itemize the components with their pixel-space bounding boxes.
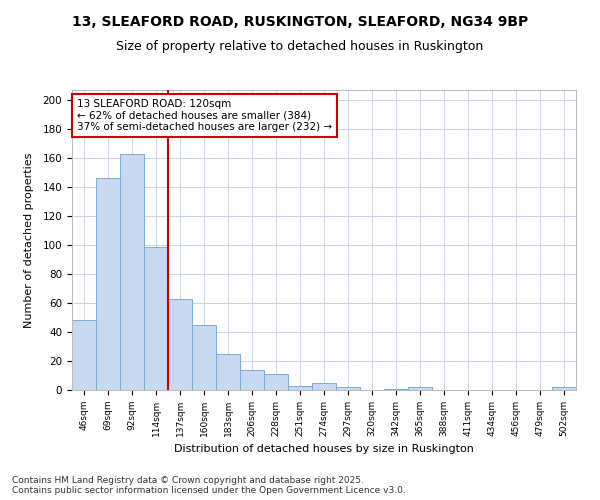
Y-axis label: Number of detached properties: Number of detached properties <box>24 152 34 328</box>
Bar <box>312 383 336 390</box>
Bar <box>168 298 192 390</box>
Bar <box>288 386 312 390</box>
Bar <box>96 178 120 390</box>
Text: 13, SLEAFORD ROAD, RUSKINGTON, SLEAFORD, NG34 9BP: 13, SLEAFORD ROAD, RUSKINGTON, SLEAFORD,… <box>72 15 528 29</box>
Bar <box>216 354 240 390</box>
Bar <box>408 387 432 390</box>
Text: Size of property relative to detached houses in Ruskington: Size of property relative to detached ho… <box>116 40 484 53</box>
Bar <box>192 325 216 390</box>
Bar <box>552 387 576 390</box>
X-axis label: Distribution of detached houses by size in Ruskington: Distribution of detached houses by size … <box>174 444 474 454</box>
Bar <box>240 370 264 390</box>
Bar <box>144 246 168 390</box>
Text: 13 SLEAFORD ROAD: 120sqm
← 62% of detached houses are smaller (384)
37% of semi-: 13 SLEAFORD ROAD: 120sqm ← 62% of detach… <box>77 99 332 132</box>
Bar <box>120 154 144 390</box>
Bar <box>72 320 96 390</box>
Bar <box>384 388 408 390</box>
Bar <box>336 387 360 390</box>
Text: Contains HM Land Registry data © Crown copyright and database right 2025.
Contai: Contains HM Land Registry data © Crown c… <box>12 476 406 495</box>
Bar <box>264 374 288 390</box>
